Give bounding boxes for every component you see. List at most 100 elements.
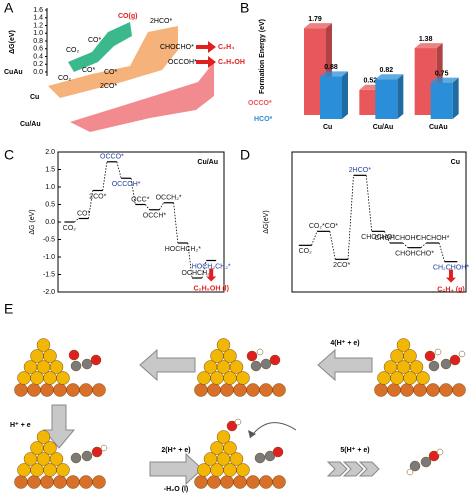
value-label: 0.75 xyxy=(435,70,449,77)
axis-label: ΔG(eV) xyxy=(9,30,16,54)
row-label: Cu/Au xyxy=(20,121,41,128)
connector xyxy=(116,161,122,179)
atom xyxy=(426,383,440,397)
atom xyxy=(92,383,106,397)
step-label: 4(H⁺ + e) xyxy=(330,340,359,347)
product-label: C₂H₄ xyxy=(218,44,235,51)
bar-side xyxy=(452,77,459,119)
state-label: CO* xyxy=(77,210,91,217)
connector xyxy=(130,178,136,205)
connector xyxy=(144,204,150,211)
state-label: OCCOH* xyxy=(168,59,197,66)
atom xyxy=(259,383,273,397)
connector xyxy=(402,242,409,248)
state-label: OCCH₂* xyxy=(156,195,182,202)
state-label: OCCH* xyxy=(143,213,167,220)
atom xyxy=(434,348,442,356)
atom xyxy=(250,360,262,372)
axis-label: ΔG (eV) xyxy=(29,209,36,234)
atom xyxy=(223,349,237,363)
chart-title: Cu/Au xyxy=(197,159,218,166)
value-label: 0.52 xyxy=(364,78,378,85)
y-tick-label: 0.6 xyxy=(33,46,43,53)
y-tick-label: 0.0 xyxy=(33,69,43,76)
atom xyxy=(272,475,286,489)
bar-top xyxy=(304,23,332,29)
atom xyxy=(36,338,51,352)
atom xyxy=(254,452,266,464)
ribbon xyxy=(68,22,132,72)
step-label: 2(H⁺ + e) xyxy=(161,447,190,454)
connector xyxy=(347,175,354,260)
atom xyxy=(400,383,414,397)
y-tick-label: -1.5 xyxy=(43,271,55,278)
axis-label: Formation Energy (eV) xyxy=(259,19,266,94)
bar xyxy=(430,82,453,119)
atom xyxy=(36,430,51,444)
atom xyxy=(43,441,57,455)
atom xyxy=(452,383,466,397)
product-label: C₂H₅OH (l) xyxy=(193,285,228,292)
connector xyxy=(159,202,165,210)
plot-frame xyxy=(291,151,467,293)
value-label: 0.82 xyxy=(380,67,394,74)
atom xyxy=(226,420,238,432)
atom xyxy=(272,446,284,458)
atom xyxy=(272,383,286,397)
state-label: CO₂ xyxy=(58,75,72,82)
y-tick-label: 0.4 xyxy=(33,53,43,60)
atom xyxy=(194,383,208,397)
atom xyxy=(66,475,80,489)
arrow xyxy=(342,461,364,477)
atom xyxy=(259,475,273,489)
atom xyxy=(403,349,417,363)
atom xyxy=(229,452,244,466)
y-tick-label: 0.0 xyxy=(45,219,55,226)
curved-arrow xyxy=(249,422,297,439)
atom xyxy=(458,350,466,358)
chart-title: Cu xyxy=(451,159,460,166)
state-label: CO* xyxy=(104,69,118,76)
atom xyxy=(100,444,108,452)
arrow xyxy=(326,461,348,477)
atom xyxy=(416,371,430,385)
atom xyxy=(79,383,93,397)
state-label: OCC* xyxy=(131,196,150,203)
atom xyxy=(14,383,28,397)
axis-label: ΔG(eV) xyxy=(263,210,270,233)
step-label: 5(H⁺ + e) xyxy=(340,447,369,454)
ribbon xyxy=(48,26,178,98)
atom xyxy=(236,371,250,385)
connector xyxy=(365,175,373,232)
bar xyxy=(375,79,398,119)
y-tick-label: -2.0 xyxy=(43,289,55,296)
atom xyxy=(66,383,80,397)
bar-top xyxy=(375,74,404,80)
atom xyxy=(220,383,234,397)
atom xyxy=(396,338,411,352)
panel-letter: E xyxy=(4,301,13,317)
atom xyxy=(246,383,260,397)
atom xyxy=(49,360,64,374)
atom xyxy=(56,371,70,385)
atom xyxy=(70,452,82,464)
y-tick-label: 1.0 xyxy=(33,30,43,37)
tick-group: 0.00.20.40.60.81.01.21.41.6 xyxy=(33,7,47,76)
atom xyxy=(216,338,231,352)
arrow xyxy=(139,348,196,382)
atom xyxy=(413,383,427,397)
connector xyxy=(420,242,427,248)
arrow xyxy=(42,404,76,449)
atom xyxy=(229,360,244,374)
row-label: CuAu xyxy=(4,69,23,76)
connector xyxy=(311,231,318,246)
panel-letter: C xyxy=(4,147,14,163)
atom xyxy=(56,463,70,477)
atom xyxy=(409,360,424,374)
atom xyxy=(49,452,64,466)
atom xyxy=(92,475,106,489)
atom xyxy=(207,475,221,489)
state-label: CHOCHO* xyxy=(160,44,194,51)
bar xyxy=(320,76,342,119)
